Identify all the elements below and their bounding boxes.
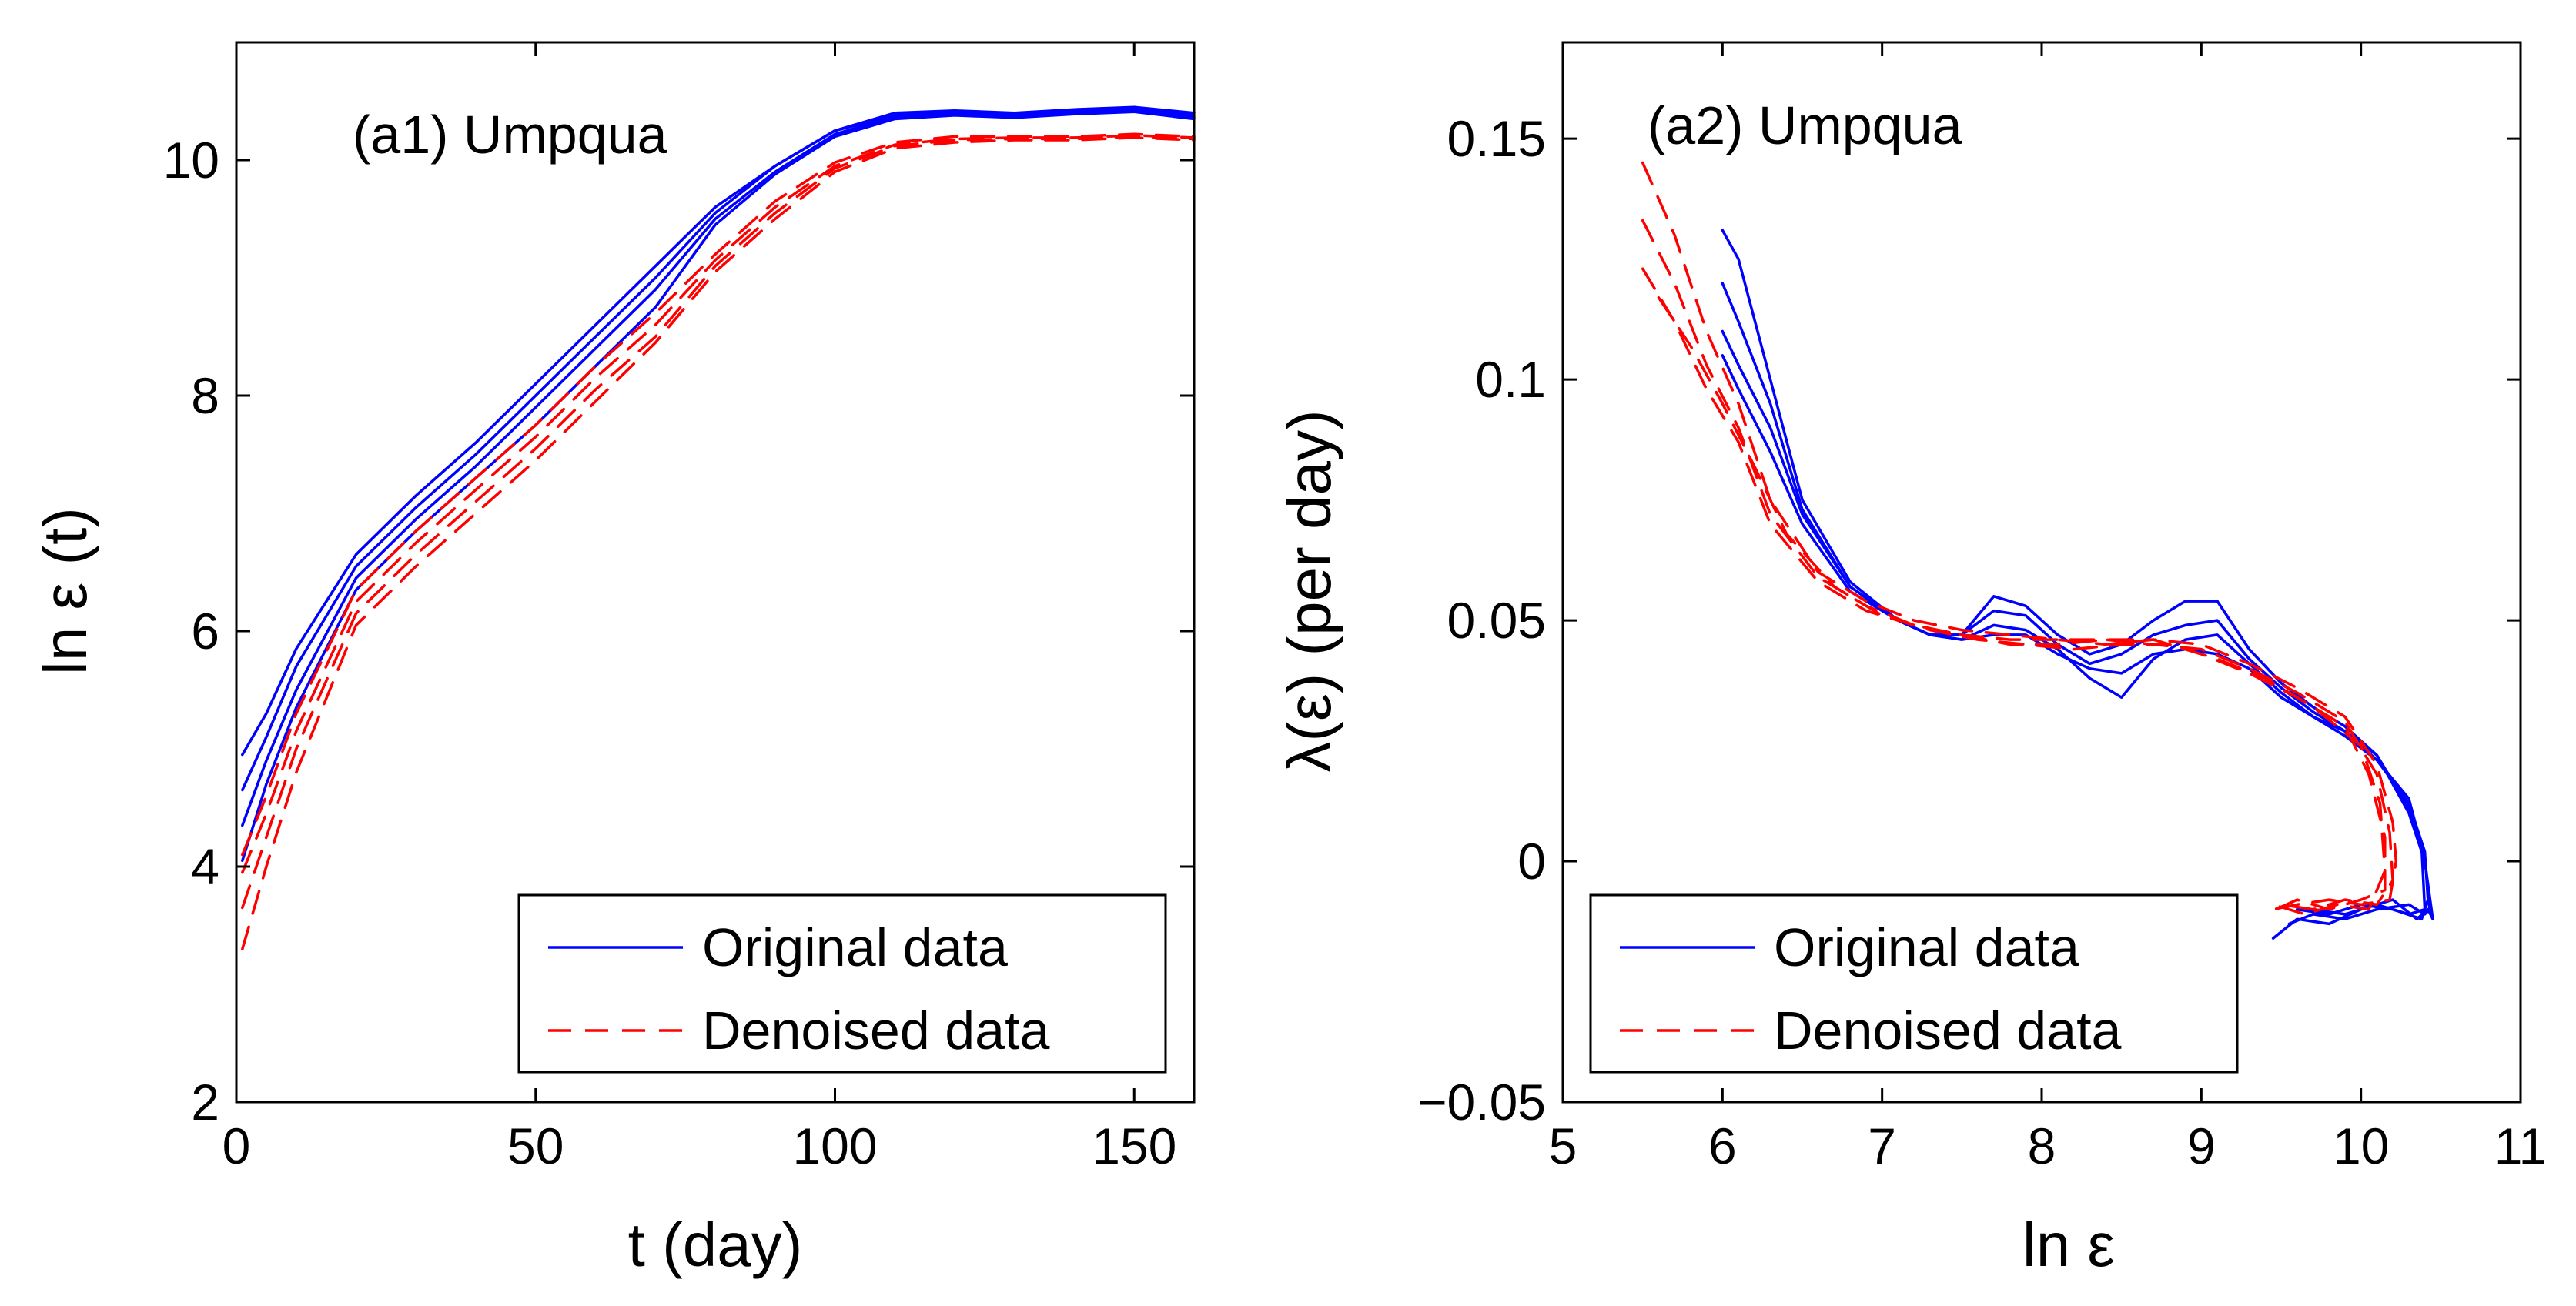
panel-a1-series-denoised-4 [241, 132, 1196, 857]
panel-a1: 0 50 100 150 2 4 6 8 10 (a1) Umpqua t (day) ln ε… [31, 41, 1196, 1279]
panel-a1-x-tick-label: 50 [507, 1117, 564, 1174]
panel-a2-x-tick-label: 11 [2494, 1117, 2548, 1174]
panel-a2-x-tick-label: 5 [1549, 1117, 1577, 1174]
panel-a2-x-tick-label: 9 [2187, 1117, 2216, 1174]
panel-a1-x-tick-label: 100 [792, 1117, 877, 1174]
panel-a2-series-denoised-7 [1657, 296, 2387, 916]
panel-a2-series-denoised-6 [1641, 267, 2387, 916]
panel-a2-x-axis-label: ln ε [2022, 1211, 2115, 1279]
panel-a2-series-original-3 [1721, 354, 2427, 916]
panel-a2-y-axis-label: λ(ε) (per day) [1275, 409, 1343, 772]
panel-a1-legend-denoised-label: Denoised data [702, 1000, 1050, 1060]
panel-a1-x-tick-label: 150 [1092, 1117, 1176, 1174]
panel-a1-legend-box [517, 893, 1167, 1074]
panel-a1-y-tick-label: 10 [163, 132, 219, 189]
panel-a1-y-tick-label: 8 [191, 367, 219, 424]
panel-a2-y-tick-label: −0.05 [1417, 1074, 1546, 1131]
panel-a2: 5 6 7 8 9 10 11 −0.05 0 0.05 0.1 0.15 (a2) Umpqua l… [1275, 41, 2548, 1279]
panel-a1-y-tick-label: 4 [191, 838, 219, 895]
panel-a2-legend-original-label: Original data [1774, 917, 2079, 977]
panel-a1-y-tick-label: 6 [191, 603, 219, 660]
panel-a1-series-denoised-5 [241, 134, 1196, 874]
panel-a2-y-tick-label: 0 [1517, 833, 1546, 890]
panel-a2-x-tick-label: 8 [2028, 1117, 2056, 1174]
panel-a1-axes-frame [235, 41, 1196, 1104]
panel-a2-legend-denoised-label: Denoised data [1774, 1000, 2122, 1060]
panel-a2-title: (a2) Umpqua [1648, 95, 1962, 155]
panel-a2-legend-box [1589, 893, 2239, 1074]
panel-a1-legend-original-label: Original data [702, 917, 1008, 977]
panel-a2-legend: Original data Denoised data [1589, 893, 2239, 1074]
panel-a1-title: (a1) Umpqua [353, 105, 667, 165]
panel-a1-legend: Original data Denoised data [517, 893, 1167, 1074]
panel-a1-y-axis-label: ln ε (t) [31, 507, 99, 675]
panel-a1-plot-area: 0 50 100 150 2 4 6 8 10 [163, 41, 1196, 1174]
panel-a1-series-original-0 [241, 105, 1196, 757]
panel-a2-plot-area: 5 6 7 8 9 10 11 −0.05 0 0.05 0.1 0.15 [1417, 41, 2548, 1174]
panel-a1-x-axis-label: t (day) [628, 1211, 803, 1279]
panel-a1-series-denoised-7 [241, 136, 1196, 950]
panel-a1-x-tick-label: 0 [222, 1117, 251, 1174]
panel-a2-x-tick-label: 10 [2333, 1117, 2389, 1174]
panel-a1-y-tick-label: 2 [191, 1074, 219, 1131]
panel-a2-series-denoised-5 [1641, 219, 2394, 911]
panel-a2-x-tick-label: 6 [1708, 1117, 1737, 1174]
panel-a2-y-tick-label: 0.15 [1447, 110, 1546, 167]
panel-a2-y-tick-label: 0.1 [1475, 351, 1546, 408]
panel-a2-y-tick-label: 0.05 [1447, 592, 1546, 649]
panel-a2-x-tick-label: 7 [1868, 1117, 1896, 1174]
